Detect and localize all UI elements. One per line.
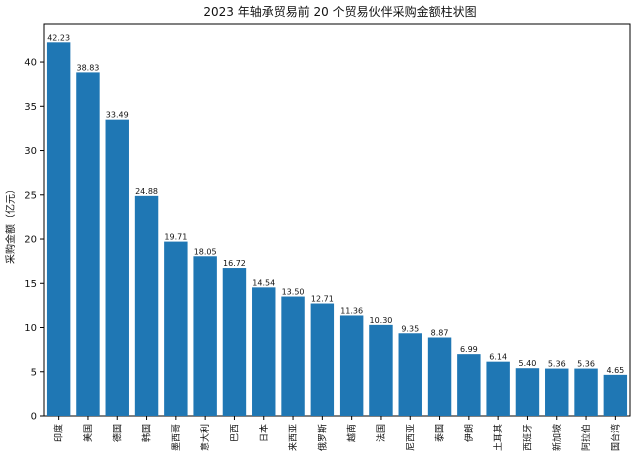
bar-value-label: 14.54 xyxy=(252,278,275,287)
y-tick-label: 20 xyxy=(24,235,37,246)
bar xyxy=(46,42,71,417)
x-tick-label: 印度 xyxy=(53,424,65,442)
bar-value-label: 5.36 xyxy=(548,360,566,369)
x-tick-label: 国台湾 xyxy=(609,424,621,451)
bar-value-label: 11.36 xyxy=(340,306,363,315)
bar xyxy=(193,256,217,416)
x-tick-label: 西班牙 xyxy=(521,424,533,451)
y-tick-label: 25 xyxy=(24,190,37,201)
y-axis-label: 采购金额（亿元） xyxy=(4,184,17,264)
x-tick-label: 巴西 xyxy=(229,424,240,442)
y-tick-label: 15 xyxy=(24,279,37,290)
x-tick-label: 阿拉伯 xyxy=(580,424,592,451)
y-tick-label: 30 xyxy=(24,146,37,157)
bar-value-label: 5.40 xyxy=(519,359,537,368)
x-tick-label: 俄罗斯 xyxy=(316,424,328,451)
x-tick-label: 意大利 xyxy=(199,424,211,451)
x-tick-label: 日本 xyxy=(258,424,270,442)
bar xyxy=(486,361,510,416)
bar xyxy=(457,354,481,416)
x-tick-label: 墨西哥 xyxy=(171,424,182,451)
bar-value-label: 9.35 xyxy=(401,324,419,333)
x-tick-label: 美国 xyxy=(82,424,94,442)
bar-value-label: 4.65 xyxy=(606,366,624,375)
bar-value-label: 5.36 xyxy=(577,360,595,369)
bar-value-label: 42.23 xyxy=(47,33,70,42)
y-tick-label: 40 xyxy=(24,58,37,69)
bar xyxy=(369,324,393,416)
bar-value-label: 16.72 xyxy=(223,259,246,268)
bar-value-label: 6.14 xyxy=(489,353,507,362)
bar-value-label: 33.49 xyxy=(106,111,129,120)
x-tick-label: 尼西亚 xyxy=(405,424,416,451)
y-tick-label: 0 xyxy=(31,412,37,423)
x-tick-label: 法国 xyxy=(375,424,387,442)
y-tick-label: 10 xyxy=(24,323,37,334)
bar xyxy=(105,119,129,416)
x-tick-label: 德国 xyxy=(111,424,123,442)
bar xyxy=(427,337,452,416)
bar xyxy=(515,368,540,416)
bar-value-label: 8.87 xyxy=(431,329,449,338)
x-tick-label: 新加坡 xyxy=(551,424,563,451)
y-tick-label: 35 xyxy=(24,102,37,113)
bar xyxy=(574,368,598,416)
bar-value-label: 24.88 xyxy=(135,187,158,196)
y-tick-label: 5 xyxy=(31,367,37,378)
bar-value-label: 12.71 xyxy=(311,295,334,304)
bar xyxy=(222,268,247,416)
x-tick-label: 泰国 xyxy=(434,424,446,442)
bar xyxy=(134,195,159,416)
bar xyxy=(281,296,305,416)
chart-title: 2023 年轴承贸易前 20 个贸易伙伴采购金额柱状图 xyxy=(203,4,476,19)
bar-value-label: 18.05 xyxy=(194,247,217,256)
bar-value-label: 10.30 xyxy=(369,316,392,325)
x-tick-label: 越南 xyxy=(346,424,358,442)
bar xyxy=(603,374,628,416)
plot-frame xyxy=(43,23,631,417)
bar xyxy=(398,333,422,416)
x-tick-label: 来西亚 xyxy=(288,424,299,451)
bar xyxy=(252,287,276,416)
bar xyxy=(339,315,364,416)
x-tick-label: 伊朗 xyxy=(463,424,475,442)
x-tick-label: 韩国 xyxy=(141,424,153,442)
bar-value-label: 13.50 xyxy=(282,288,305,297)
bar-value-label: 6.99 xyxy=(460,345,478,354)
x-tick-label: 土耳其 xyxy=(492,424,504,451)
bar xyxy=(164,241,188,416)
bar xyxy=(76,72,100,416)
bar xyxy=(310,303,335,416)
bar xyxy=(545,368,569,416)
bar-value-label: 19.71 xyxy=(164,233,187,242)
bar-value-label: 38.83 xyxy=(76,63,99,72)
